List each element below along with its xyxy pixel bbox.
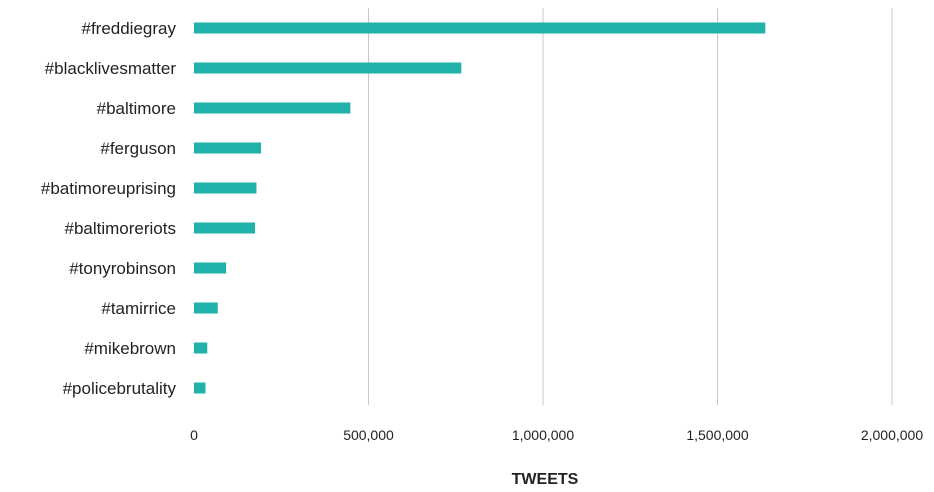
category-label: #freddiegray: [81, 19, 176, 38]
x-tick-labels: 0 500,000 1,000,000 1,500,000 2,000,000: [190, 427, 923, 443]
bar: [194, 102, 351, 114]
category-labels: #freddiegray #blacklivesmatter #baltimore #…: [41, 19, 177, 398]
category-label: #tamirrice: [101, 299, 176, 318]
category-label: #policebrutality: [63, 379, 177, 398]
x-axis-title: TWEETS: [512, 471, 579, 487]
bar: [194, 62, 462, 74]
category-label: #baltimore: [97, 99, 176, 118]
category-label: #blacklivesmatter: [45, 59, 177, 78]
bar: [194, 222, 256, 234]
category-label: #tonyrobinson: [69, 259, 176, 278]
bar: [194, 142, 262, 154]
bars: [194, 22, 766, 394]
bar: [194, 342, 208, 354]
gridlines: [368, 8, 893, 405]
bar: [194, 262, 227, 274]
category-label: #baltimoreriots: [65, 219, 177, 238]
x-tick-label: 1,500,000: [686, 427, 748, 443]
bar: [194, 22, 766, 34]
category-label: #batimoreuprising: [41, 179, 176, 198]
x-tick-label: 2,000,000: [861, 427, 923, 443]
category-label: #mikebrown: [84, 339, 176, 358]
category-label: #ferguson: [100, 139, 176, 158]
x-tick-label: 1,000,000: [512, 427, 574, 443]
bar: [194, 382, 206, 394]
x-tick-label: 0: [190, 427, 198, 443]
x-tick-label: 500,000: [343, 427, 394, 443]
bar: [194, 302, 218, 314]
bar: [194, 182, 257, 194]
